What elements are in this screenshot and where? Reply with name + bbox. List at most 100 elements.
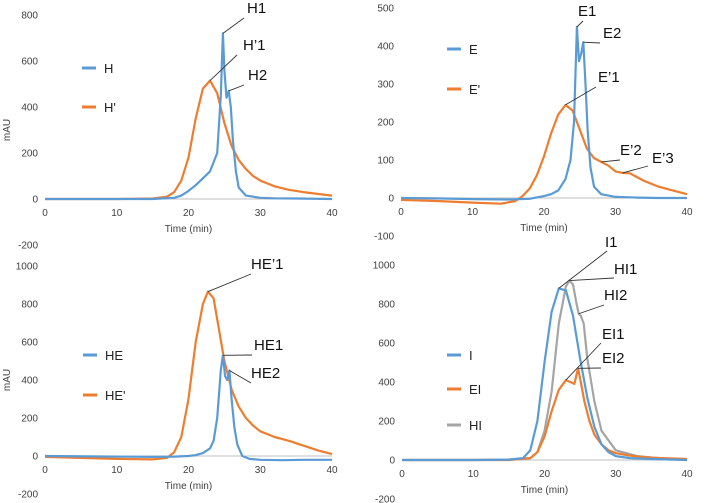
y-tick-label: 600 [378, 339, 395, 350]
x-axis-title: Time (min) [165, 224, 212, 235]
annotation-leader [565, 342, 602, 381]
y-tick-label: 0 [32, 452, 38, 463]
peak-annotation: EI1 [602, 326, 625, 343]
legend-label: E' [469, 82, 480, 97]
y-tick-label: -100 [374, 232, 394, 243]
x-tick-label: 30 [255, 208, 267, 219]
y-tick-label: 0 [32, 195, 38, 206]
annotation-leader [569, 277, 615, 282]
chart-panel-bottom-right: -200 0 200 400 600 800 1000 0 10 20 30 40 Time (min)… [373, 234, 693, 503]
y-tick-label: 800 [21, 300, 38, 311]
annotation-leader [558, 250, 608, 289]
chart-panel-top-right: -100 0 100 200 300 400 500 0 10 20 30 40 Time (min) E… [374, 3, 693, 243]
peak-annotation: H’1 [243, 37, 266, 54]
series-line-he-prime [44, 290, 333, 461]
series-line-he [44, 354, 332, 462]
peak-annotation: H1 [247, 0, 266, 17]
annotation-leader [601, 159, 621, 163]
annotation-leader [622, 165, 649, 174]
peak-annotation: HE2 [251, 365, 280, 382]
annotation-leader [583, 41, 601, 44]
x-tick-label: 40 [326, 465, 338, 476]
peak-annotation: E’2 [620, 142, 642, 159]
y-axis-title: mAU [2, 369, 13, 391]
peak-annotation: HI2 [604, 287, 627, 304]
x-tick-label: 20 [539, 469, 551, 480]
x-tick-label: 0 [398, 207, 404, 218]
y-tick-label: 0 [388, 194, 394, 205]
x-tick-label: 30 [610, 469, 622, 480]
peak-annotation: HE’1 [251, 256, 284, 273]
series-line-h [45, 32, 333, 201]
legend-label: H [104, 61, 113, 76]
y-tick-label: 100 [377, 156, 394, 167]
annotation-leader [207, 273, 252, 293]
annotation-leader [209, 54, 238, 81]
annotation-leader [228, 84, 245, 92]
legend-label: I [469, 348, 473, 363]
peak-annotation: HE1 [254, 337, 283, 354]
y-tick-label: 600 [21, 338, 38, 349]
annotation-leader [576, 20, 584, 28]
series-line-i [402, 287, 688, 462]
peak-annotation: E’3 [652, 150, 674, 167]
y-tick-label: 200 [378, 417, 395, 428]
annotation-leader [578, 304, 605, 315]
x-tick-label: 0 [42, 208, 48, 219]
y-tick-label: 800 [378, 300, 395, 311]
x-axis-title: Time (min) [521, 485, 568, 496]
peak-annotation: E’1 [598, 69, 620, 86]
x-tick-label: 40 [326, 208, 338, 219]
x-tick-label: 40 [681, 469, 693, 480]
annotation-leader [222, 17, 245, 34]
y-tick-label: -200 [18, 241, 38, 252]
x-tick-label: 10 [468, 469, 480, 480]
x-tick-label: 20 [183, 208, 195, 219]
legend-label: HI [469, 418, 482, 433]
x-tick-label: 0 [42, 465, 48, 476]
peak-annotation: I1 [605, 234, 618, 251]
series-line-e [400, 25, 687, 201]
legend-label: EI [469, 382, 481, 397]
y-tick-label: 800 [21, 11, 38, 22]
legend-label: H' [104, 100, 116, 115]
y-tick-label: 600 [21, 57, 38, 68]
y-tick-label: -200 [18, 490, 38, 501]
legend-label: HE [105, 348, 123, 363]
y-tick-label: 400 [378, 378, 395, 389]
x-axis-title: Time (min) [520, 223, 567, 234]
x-tick-label: 20 [183, 465, 195, 476]
series-line-h-prime [45, 79, 333, 201]
series-line-e-prime [400, 103, 688, 205]
chart-panel-bottom-left: -200 0 200 400 600 800 1000 0 10 20 30 40 Time (min)… [2, 256, 338, 501]
y-tick-label: 400 [377, 42, 394, 53]
x-tick-label: 40 [681, 207, 693, 218]
x-axis-title: Time (min) [165, 481, 212, 492]
y-tick-label: 1000 [16, 262, 39, 273]
y-tick-label: 400 [21, 103, 38, 114]
y-tick-label: 400 [21, 376, 38, 387]
y-tick-label: 0 [389, 456, 395, 467]
annotation-leader [565, 86, 597, 106]
x-tick-label: 20 [538, 207, 550, 218]
peak-annotation: E1 [578, 3, 596, 20]
y-tick-label: -200 [375, 495, 395, 503]
peak-annotation: E2 [603, 25, 621, 42]
x-tick-label: 30 [255, 465, 267, 476]
y-tick-label: 200 [21, 414, 38, 425]
annotation-leader [229, 370, 252, 384]
peak-annotation: H2 [248, 67, 267, 84]
y-tick-label: 200 [377, 118, 394, 129]
x-tick-label: 10 [111, 208, 123, 219]
peak-annotation: EI2 [602, 350, 625, 367]
legend-label: HE' [105, 388, 126, 403]
peak-annotation: HI1 [614, 261, 637, 278]
y-tick-label: 200 [21, 149, 38, 160]
x-tick-label: 10 [467, 207, 479, 218]
x-tick-label: 0 [399, 469, 405, 480]
y-tick-label: 500 [377, 4, 394, 15]
x-tick-label: 30 [610, 207, 622, 218]
chart-panel-top-left: -200 0 200 400 600 800 0 10 20 30 40 Time (min) mAU H… [2, 0, 338, 252]
y-tick-label: 300 [377, 80, 394, 91]
